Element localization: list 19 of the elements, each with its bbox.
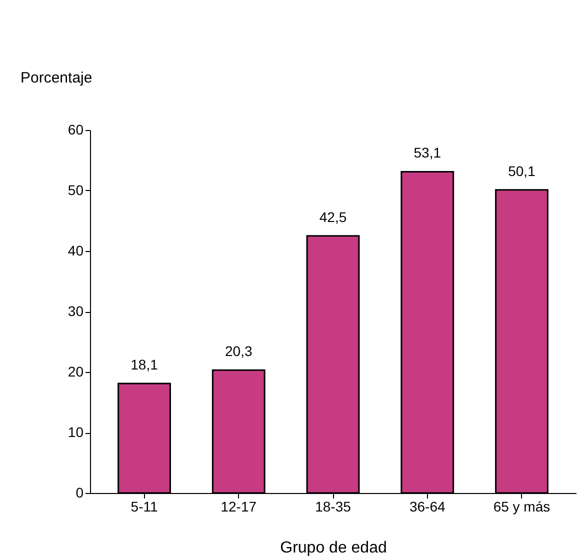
x-tick-label: 36-64 — [409, 498, 446, 514]
data-label: 18,1 — [130, 356, 158, 372]
data-label: 53,1 — [414, 144, 442, 161]
y-tick-label: 10 — [68, 424, 84, 440]
x-tick-label: 5-11 — [130, 498, 158, 514]
x-axis-title: Grupo de edad — [280, 540, 387, 556]
y-tick-label: 50 — [68, 182, 84, 198]
y-tick-label: 30 — [68, 303, 84, 319]
x-tick-label: 12-17 — [220, 498, 257, 514]
data-label: 50,1 — [508, 162, 536, 179]
data-label: 20,3 — [225, 343, 252, 360]
y-axis-title: Porcentaje — [20, 70, 92, 86]
y-tick-label: 20 — [68, 364, 84, 380]
x-tick-label: 18-35 — [315, 498, 352, 514]
y-tick-label: 60 — [68, 122, 84, 138]
y-tick-label: 0 — [76, 484, 84, 500]
data-label: 42,5 — [319, 208, 347, 225]
x-tick-label: 65 y más — [493, 498, 550, 514]
y-tick-label: 40 — [68, 242, 84, 258]
